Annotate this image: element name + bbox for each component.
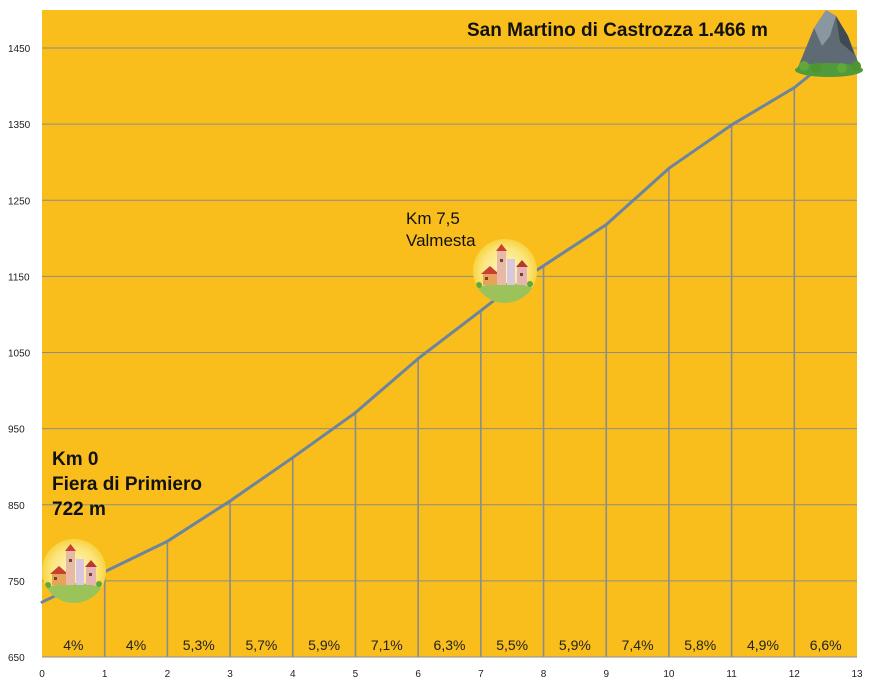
gradient-label: 5,9% (308, 637, 340, 653)
y-tick-label: 1150 (8, 272, 30, 283)
x-tick-label: 11 (726, 669, 737, 680)
gradient-label: 5,3% (183, 637, 215, 653)
gradient-label: 4,9% (747, 637, 779, 653)
gradient-label: 5,8% (684, 637, 716, 653)
gradient-label: 4% (63, 637, 83, 653)
gradient-label: 6,3% (434, 637, 466, 653)
x-tick-label: 0 (39, 669, 45, 680)
x-tick-label: 7 (478, 669, 484, 680)
y-tick-label: 1450 (8, 44, 31, 55)
vertical-drop-lines (103, 87, 796, 657)
horizontal-grid (42, 47, 857, 658)
y-tick-label: 1250 (8, 196, 31, 207)
gradient-label: 6,6% (810, 637, 842, 653)
mountain-icon (795, 10, 863, 77)
x-tick-label: 6 (415, 669, 421, 680)
x-tick-label: 1 (102, 669, 108, 680)
y-tick-label: 1350 (8, 120, 31, 131)
elevation-line (40, 61, 828, 604)
x-tick-label: 9 (603, 669, 609, 680)
x-tick-label: 12 (789, 669, 801, 680)
x-tick-label: 13 (851, 669, 863, 680)
x-tick-label: 4 (290, 669, 296, 680)
start-elevation-label: 722 m (52, 499, 106, 520)
y-tick-label: 650 (8, 653, 25, 664)
gradient-labels: 4% 4% 5,3% 5,7% 5,9% 7,1% 6,3% 5,5% 5,9% 7,4% 5,8%… (63, 637, 841, 653)
y-tick-label: 950 (8, 425, 25, 436)
y-tick-label: 850 (8, 501, 25, 512)
x-tick-label: 5 (353, 669, 359, 680)
gradient-label: 5,9% (559, 637, 591, 653)
y-tick-label: 1050 (8, 349, 31, 360)
mid-place-label: Valmesta (406, 231, 476, 250)
gradient-label: 4% (126, 637, 146, 653)
y-axis-ticks: 650 750 850 950 1050 1150 1250 1350 1450 (8, 44, 31, 664)
elevation-series (40, 61, 828, 604)
gradient-label: 5,5% (496, 637, 528, 653)
x-tick-label: 10 (663, 669, 675, 680)
y-tick-label: 750 (8, 577, 25, 588)
gradient-label: 7,4% (622, 637, 654, 653)
gradient-label: 7,1% (371, 637, 403, 653)
gradient-label: 5,7% (245, 637, 277, 653)
x-tick-label: 3 (227, 669, 233, 680)
x-axis-ticks: 0 1 2 3 4 5 6 7 8 9 10 11 12 13 (39, 669, 863, 680)
x-tick-label: 8 (541, 669, 547, 680)
chart-title: San Martino di Castrozza 1.466 m (467, 20, 768, 41)
mid-km-label: Km 7,5 (406, 209, 460, 228)
start-km-label: Km 0 (52, 449, 98, 470)
start-place-label: Fiera di Primiero (52, 474, 202, 495)
x-tick-label: 2 (165, 669, 171, 680)
